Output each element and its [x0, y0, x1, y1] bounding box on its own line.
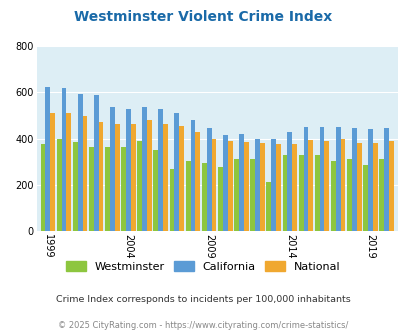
Bar [206, 128, 211, 231]
Bar [98, 122, 103, 231]
Bar [66, 113, 71, 231]
Bar [147, 120, 151, 231]
Bar [346, 159, 351, 231]
Bar [163, 123, 168, 231]
Bar [110, 108, 115, 231]
Bar [275, 145, 280, 231]
Bar [330, 161, 335, 231]
Bar [40, 145, 45, 231]
Bar [362, 165, 367, 231]
Bar [201, 163, 206, 231]
Bar [222, 135, 227, 231]
Bar [378, 159, 383, 231]
Bar [292, 145, 296, 231]
Bar [287, 132, 292, 231]
Text: Westminster Violent Crime Index: Westminster Violent Crime Index [74, 10, 331, 24]
Bar [259, 143, 264, 231]
Text: Crime Index corresponds to incidents per 100,000 inhabitants: Crime Index corresponds to incidents per… [55, 295, 350, 304]
Text: © 2025 CityRating.com - https://www.cityrating.com/crime-statistics/: © 2025 CityRating.com - https://www.city… [58, 321, 347, 330]
Bar [126, 109, 130, 231]
Bar [383, 128, 388, 231]
Bar [243, 142, 248, 231]
Bar [121, 147, 126, 231]
Bar [105, 147, 110, 231]
Bar [227, 141, 232, 231]
Bar [174, 113, 179, 231]
Bar [50, 113, 55, 231]
Bar [388, 141, 393, 231]
Bar [319, 127, 324, 231]
Bar [57, 139, 62, 231]
Bar [158, 109, 163, 231]
Bar [179, 126, 184, 231]
Bar [266, 182, 271, 231]
Bar [185, 161, 190, 231]
Bar [211, 139, 216, 231]
Bar [254, 139, 259, 231]
Bar [298, 155, 303, 231]
Bar [72, 142, 77, 231]
Bar [324, 141, 328, 231]
Bar [340, 139, 345, 231]
Bar [190, 120, 195, 231]
Bar [153, 150, 158, 231]
Bar [137, 141, 142, 231]
Bar [372, 143, 377, 231]
Bar [94, 95, 98, 231]
Bar [217, 168, 222, 231]
Bar [282, 155, 287, 231]
Bar [271, 139, 275, 231]
Bar [195, 132, 200, 231]
Bar [77, 94, 82, 231]
Bar [314, 155, 319, 231]
Bar [307, 140, 312, 231]
Bar [239, 134, 243, 231]
Bar [82, 115, 87, 231]
Bar [335, 127, 340, 231]
Bar [89, 147, 94, 231]
Bar [351, 128, 356, 231]
Bar [115, 123, 119, 231]
Bar [142, 108, 147, 231]
Bar [356, 143, 361, 231]
Bar [303, 127, 307, 231]
Legend: Westminster, California, National: Westminster, California, National [62, 258, 343, 276]
Bar [45, 86, 50, 231]
Bar [367, 129, 372, 231]
Bar [249, 159, 254, 231]
Bar [234, 159, 239, 231]
Bar [130, 123, 135, 231]
Bar [169, 169, 174, 231]
Bar [62, 88, 66, 231]
